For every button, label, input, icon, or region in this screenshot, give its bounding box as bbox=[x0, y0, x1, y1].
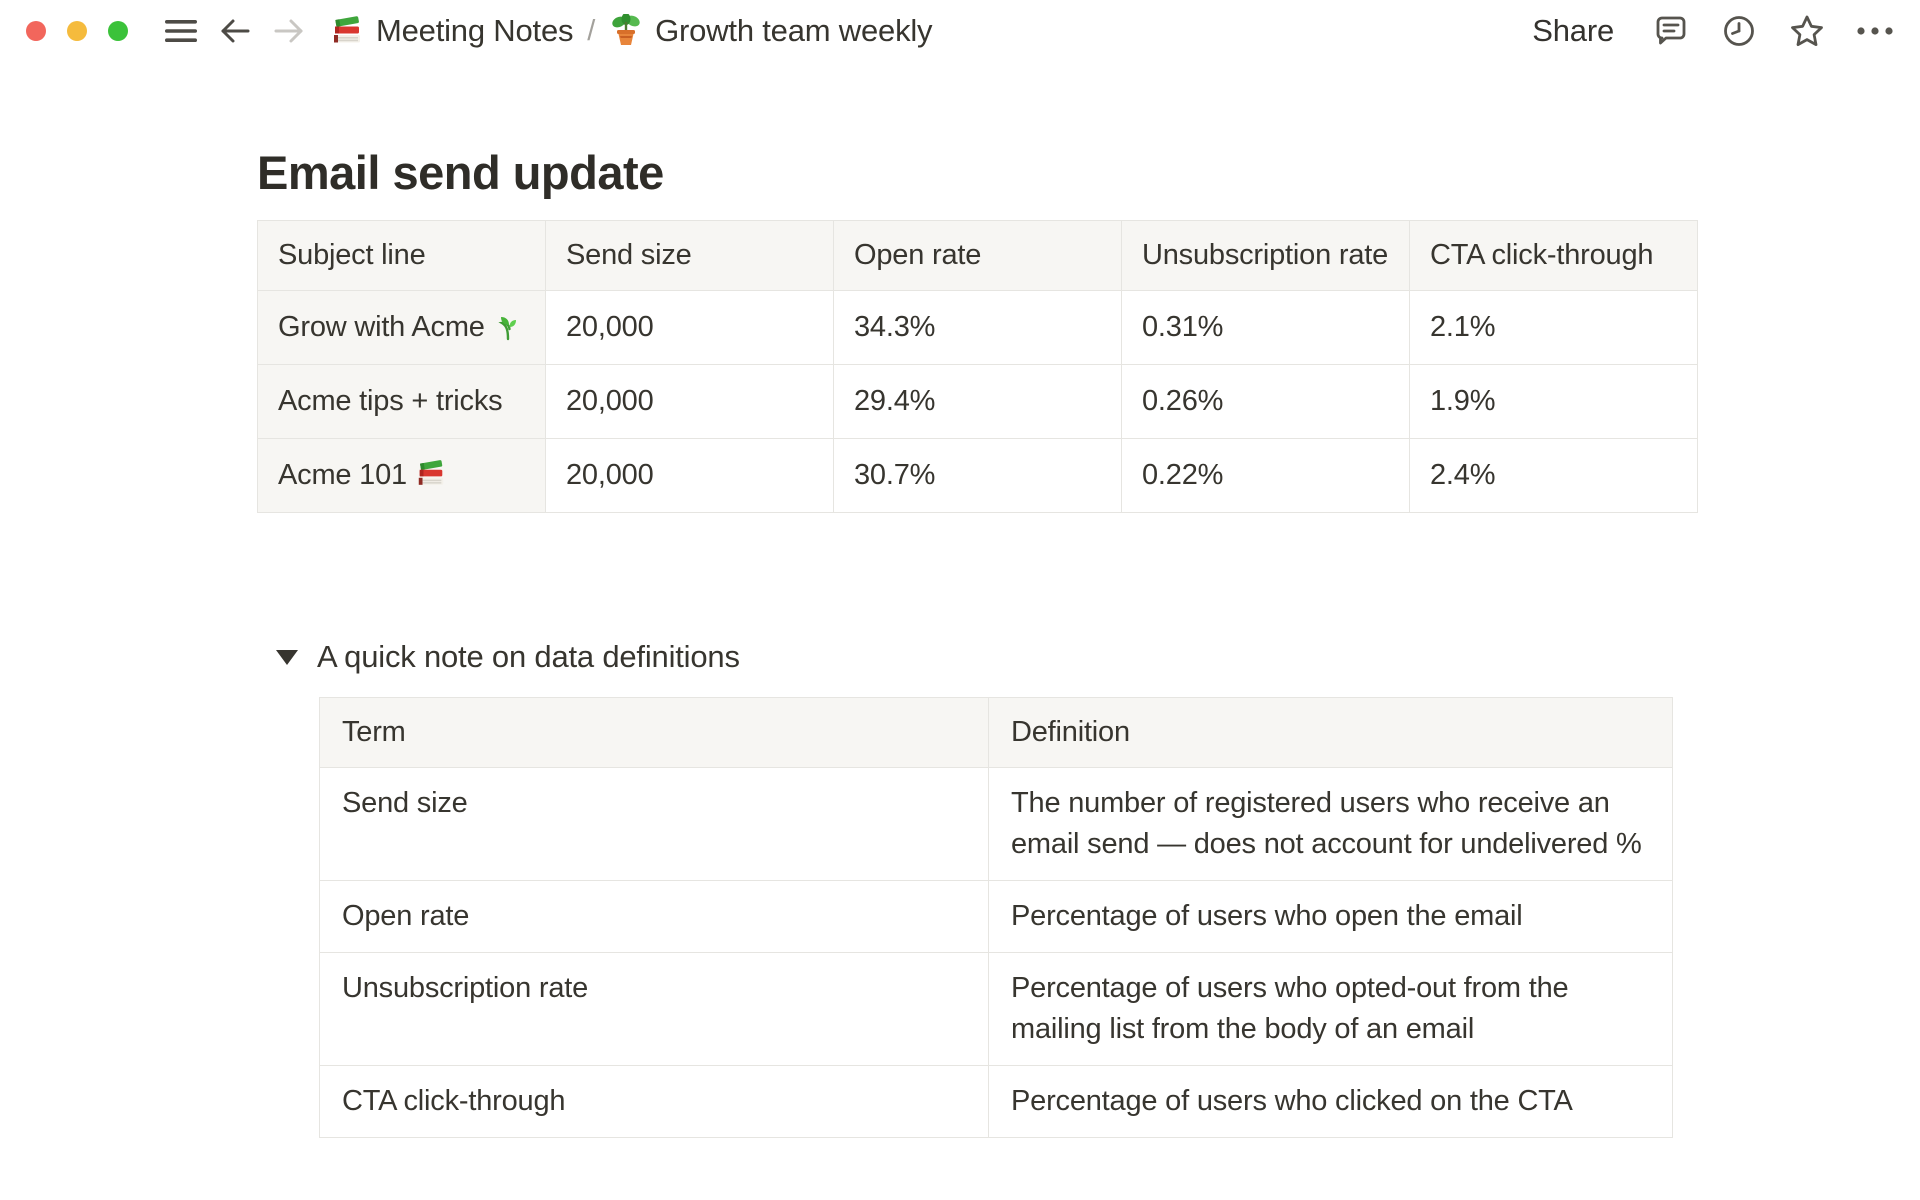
forward-arrow-icon[interactable] bbox=[270, 12, 308, 50]
breadcrumb-separator: / bbox=[587, 14, 596, 47]
more-ellipsis-icon[interactable] bbox=[1856, 12, 1894, 50]
share-button[interactable]: Share bbox=[1532, 13, 1614, 48]
cell-send-size[interactable]: 20,000 bbox=[545, 438, 834, 513]
cell-definition[interactable]: Percentage of users who clicked on the C… bbox=[988, 1065, 1673, 1138]
breadcrumb-item-meeting-notes[interactable]: Meeting Notes bbox=[330, 13, 573, 49]
cell-term[interactable]: Send size bbox=[319, 767, 989, 881]
books-emoji bbox=[330, 14, 364, 48]
cell-open-rate[interactable]: 34.3% bbox=[833, 290, 1122, 365]
back-arrow-icon[interactable] bbox=[216, 12, 254, 50]
toggle-label[interactable]: A quick note on data definitions bbox=[317, 639, 740, 674]
cell-definition[interactable]: Percentage of users who open the email bbox=[988, 880, 1673, 953]
cell-definition[interactable]: The number of registered users who recei… bbox=[988, 767, 1673, 881]
page-title[interactable]: Email send update bbox=[257, 146, 664, 199]
cell-term[interactable]: CTA click-through bbox=[319, 1065, 989, 1138]
table-row: Acme 101 20,000 30.7% 0.22% 2.4% bbox=[257, 438, 1698, 513]
cell-open-rate[interactable]: 30.7% bbox=[833, 438, 1122, 513]
window-controls bbox=[26, 21, 128, 41]
books-emoji bbox=[415, 458, 447, 490]
cell-send-size[interactable]: 20,000 bbox=[545, 290, 834, 365]
cell-term[interactable]: Open rate bbox=[319, 880, 989, 953]
cell-subject[interactable]: Acme tips + tricks bbox=[257, 364, 546, 439]
star-icon[interactable] bbox=[1788, 12, 1826, 50]
column-header-send-size[interactable]: Send size bbox=[545, 220, 834, 291]
cell-unsub-rate[interactable]: 0.31% bbox=[1121, 290, 1410, 365]
table-row: Open rate Percentage of users who open t… bbox=[319, 880, 1673, 953]
table-row: Send size The number of registered users… bbox=[319, 767, 1673, 881]
cell-open-rate[interactable]: 29.4% bbox=[833, 364, 1122, 439]
potted-plant-emoji bbox=[609, 14, 643, 48]
cell-unsub-rate[interactable]: 0.22% bbox=[1121, 438, 1410, 513]
seedling-emoji bbox=[493, 312, 523, 342]
window-titlebar: Meeting Notes / Growth team weekly Share bbox=[0, 0, 1920, 62]
column-header-term[interactable]: Term bbox=[319, 697, 989, 768]
topbar-actions: Share bbox=[1524, 9, 1894, 53]
table-header-row: Term Definition bbox=[319, 697, 1673, 768]
comments-icon[interactable] bbox=[1652, 12, 1690, 50]
definitions-table[interactable]: Term Definition Send size The number of … bbox=[319, 697, 1673, 1138]
cell-subject[interactable]: Grow with Acme bbox=[257, 290, 546, 365]
history-clock-icon[interactable] bbox=[1720, 12, 1758, 50]
hamburger-icon[interactable] bbox=[162, 12, 200, 50]
column-header-unsubscription-rate[interactable]: Unsubscription rate bbox=[1121, 220, 1410, 291]
cell-unsub-rate[interactable]: 0.26% bbox=[1121, 364, 1410, 439]
page-content: Email send update Subject line Send size… bbox=[0, 142, 1920, 1138]
toggle-block: A quick note on data definitions bbox=[257, 631, 1920, 683]
breadcrumb-label: Growth team weekly bbox=[655, 13, 933, 48]
caret-down-icon[interactable] bbox=[265, 635, 309, 679]
table-header-row: Subject line Send size Open rate Unsubsc… bbox=[257, 220, 1698, 291]
close-button[interactable] bbox=[26, 21, 46, 41]
toggle-children: Term Definition Send size The number of … bbox=[319, 697, 1920, 1138]
column-header-open-rate[interactable]: Open rate bbox=[833, 220, 1122, 291]
zoom-button[interactable] bbox=[108, 21, 128, 41]
table-row: Unsubscription rate Percentage of users … bbox=[319, 952, 1673, 1066]
cell-send-size[interactable]: 20,000 bbox=[545, 364, 834, 439]
cell-subject[interactable]: Acme 101 bbox=[257, 438, 546, 513]
cell-definition[interactable]: Percentage of users who opted-out from t… bbox=[988, 952, 1673, 1066]
cell-cta[interactable]: 1.9% bbox=[1409, 364, 1698, 439]
cell-term[interactable]: Unsubscription rate bbox=[319, 952, 989, 1066]
cell-cta[interactable]: 2.4% bbox=[1409, 438, 1698, 513]
column-header-cta-click-through[interactable]: CTA click-through bbox=[1409, 220, 1698, 291]
cell-cta[interactable]: 2.1% bbox=[1409, 290, 1698, 365]
breadcrumb-label: Meeting Notes bbox=[376, 13, 574, 48]
column-header-subject-line[interactable]: Subject line bbox=[257, 220, 546, 291]
table-row: Acme tips + tricks 20,000 29.4% 0.26% 1.… bbox=[257, 364, 1698, 439]
breadcrumb-item-growth-team-weekly[interactable]: Growth team weekly bbox=[609, 13, 933, 49]
table-row: CTA click-through Percentage of users wh… bbox=[319, 1065, 1673, 1138]
breadcrumb: Meeting Notes / Growth team weekly bbox=[330, 13, 933, 49]
email-metrics-table[interactable]: Subject line Send size Open rate Unsubsc… bbox=[257, 220, 1698, 513]
column-header-definition[interactable]: Definition bbox=[988, 697, 1673, 768]
minimize-button[interactable] bbox=[67, 21, 87, 41]
table-row: Grow with Acme 20,000 34.3% 0.31% 2.1% bbox=[257, 290, 1698, 365]
